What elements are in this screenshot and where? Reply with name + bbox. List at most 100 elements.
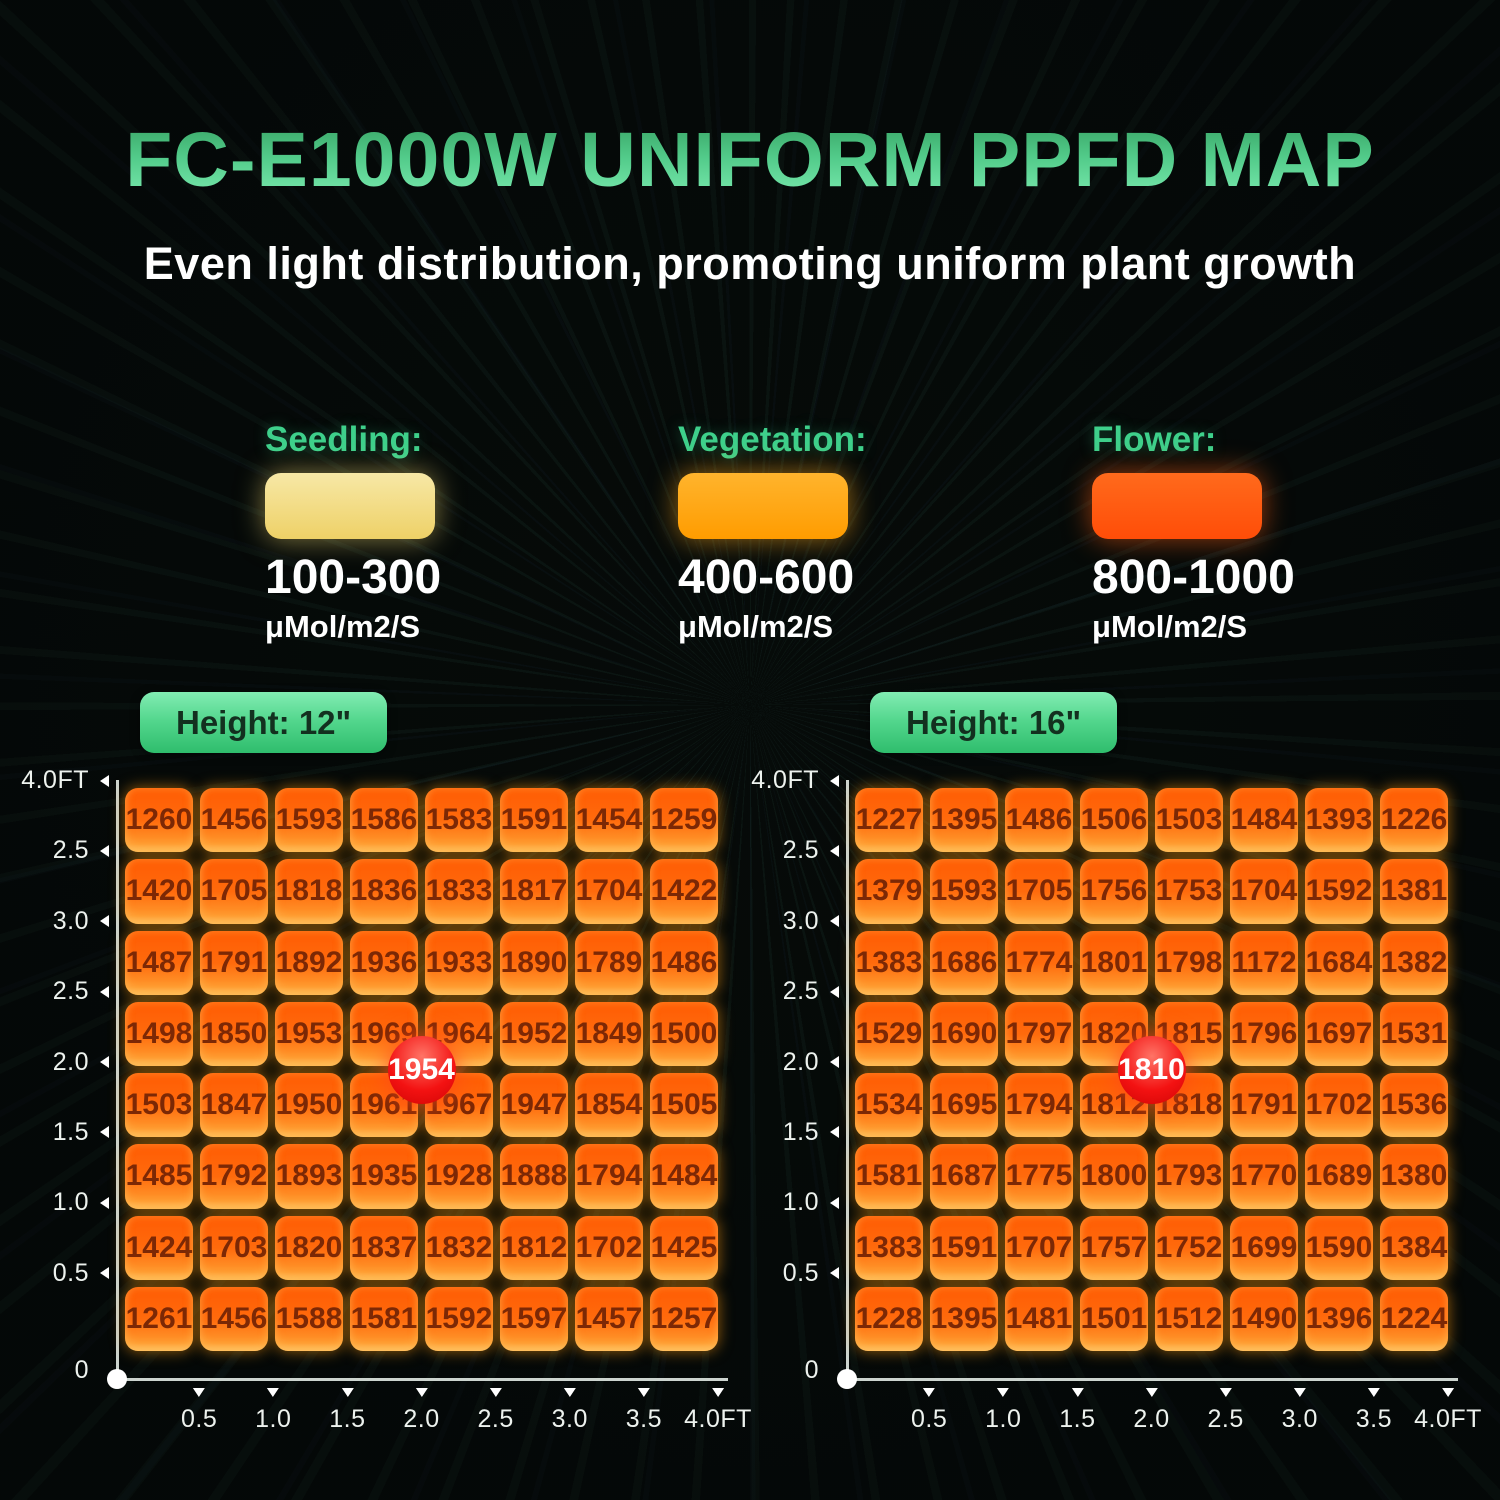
y-axis-label: 2.5 (52, 977, 89, 1006)
ppfd-cell: 1383 (855, 930, 923, 995)
ppfd-cell: 1581 (855, 1144, 923, 1209)
ppfd-cell: 1588 (275, 1286, 343, 1351)
ppfd-cell: 1422 (650, 859, 718, 924)
axis-tick-left-icon (100, 1056, 109, 1068)
ppfd-cell: 1849 (575, 1001, 643, 1066)
ppfd-cell: 1486 (1005, 788, 1073, 853)
ppfd-cell: 1506 (1080, 788, 1148, 853)
ppfd-cell: 1512 (1155, 1286, 1223, 1351)
y-axis-label: 2.0 (782, 1047, 819, 1076)
axis-tick-left-icon (100, 1126, 109, 1139)
ppfd-cell: 1581 (350, 1286, 418, 1351)
ppfd-cell: 1481 (1005, 1286, 1073, 1351)
x-axis-label: 1.5 (329, 1405, 366, 1433)
ppfd-cell: 1395 (930, 788, 998, 853)
ppfd-cell: 1586 (350, 788, 418, 853)
ppfd-cell: 1257 (650, 1286, 718, 1351)
y-axis-label: 2.0 (52, 1047, 89, 1076)
ppfd-cell: 1172 (1230, 930, 1298, 995)
vegetation-color-swatch (678, 473, 848, 539)
ppfd-cell: 1380 (1380, 1144, 1448, 1209)
ppfd-cell: 1818 (275, 859, 343, 924)
ppfd-cell: 1832 (425, 1215, 493, 1280)
y-axis-label: 3.0 (782, 906, 819, 935)
y-axis-label: 1.5 (782, 1117, 819, 1146)
legend-label: Seedling: (265, 420, 423, 459)
axis-tick-down-icon (997, 1388, 1010, 1397)
ppfd-cell: 1384 (1380, 1215, 1448, 1280)
ppfd-cell: 1952 (500, 1001, 568, 1066)
ppfd-cell: 1794 (575, 1144, 643, 1209)
axis-tick-down-icon (193, 1388, 206, 1397)
y-axis-label: 1.5 (52, 1117, 89, 1146)
x-axis-label: 3.0 (1281, 1405, 1318, 1433)
ppfd-cell: 1818 (1155, 1073, 1223, 1138)
axis-tick-left-icon (830, 774, 839, 787)
ppfd-cell: 1936 (350, 930, 418, 995)
axis-tick-down-icon (415, 1388, 428, 1397)
axis-tick-down-icon (489, 1388, 502, 1397)
ppfd-cell: 1424 (125, 1215, 193, 1280)
x-axis: 0.5 1.0 1.5 2.0 2.5 3.0 3.5 4.0FT (855, 1388, 1481, 1452)
ppfd-cell: 1457 (575, 1286, 643, 1351)
ppfd-cell: 1456 (200, 1286, 268, 1351)
ppfd-cell: 1812 (500, 1215, 568, 1280)
ppfd-cell: 1503 (125, 1073, 193, 1138)
y-axis-label: 0 (804, 1356, 819, 1384)
ppfd-cell: 1529 (855, 1001, 923, 1066)
legend-item-vegetation: Vegetation: 400-600 μMol/m2/S (678, 420, 867, 645)
legend-range: 400-600 (678, 551, 855, 604)
ppfd-chart-height-12in: Height: 12" 4.0FT 2.5 3.0 2.5 2.0 1.5 1.0 0.5 0 … (21, 692, 751, 1433)
ppfd-cell: 1379 (855, 859, 923, 924)
x-axis-label: 4.0FT (684, 1405, 752, 1433)
x-axis-line (116, 1378, 728, 1381)
axis-origin-dot-icon (837, 1369, 857, 1389)
y-axis-label: 1.0 (52, 1188, 89, 1217)
ppfd-cell: 1820 (275, 1215, 343, 1280)
ppfd-cell: 1485 (125, 1144, 193, 1209)
ppfd-cell: 1928 (425, 1144, 493, 1209)
ppfd-cell: 1774 (1005, 930, 1073, 995)
ppfd-cell: 1486 (650, 930, 718, 995)
seedling-color-swatch (265, 473, 435, 539)
legend-unit: μMol/m2/S (678, 609, 834, 644)
axis-tick-left-icon (100, 774, 109, 787)
ppfd-cell: 1393 (1305, 788, 1373, 853)
ppfd-cell: 1456 (200, 788, 268, 853)
ppfd-cell: 1383 (855, 1215, 923, 1280)
ppfd-cell: 1425 (650, 1215, 718, 1280)
x-axis-label: 0.5 (910, 1405, 948, 1433)
ppfd-cell: 1583 (425, 788, 493, 853)
ppfd-cell: 1395 (930, 1286, 998, 1351)
ppfd-cell: 1226 (1380, 788, 1448, 853)
axis-tick-left-icon (830, 1267, 839, 1280)
ppfd-chart-height-16in: Height: 16" 4.0FT 2.5 3.0 2.5 2.0 1.5 1.0 0.5 0 … (751, 692, 1481, 1433)
x-axis-label: 1.0 (985, 1405, 1022, 1433)
ppfd-cell: 1592 (425, 1286, 493, 1351)
axis-tick-down-icon (711, 1388, 724, 1397)
ppfd-cell: 1503 (1155, 788, 1223, 853)
ppfd-cell: 1820 (1080, 1001, 1148, 1066)
ppfd-cell: 1836 (350, 859, 418, 924)
x-axis-line (846, 1378, 1458, 1381)
ppfd-cell: 1792 (200, 1144, 268, 1209)
y-axis-label: 4.0FT (751, 766, 819, 794)
ppfd-cell: 1490 (1230, 1286, 1298, 1351)
ppfd-cell: 1695 (930, 1073, 998, 1138)
ppfd-cell: 1950 (275, 1073, 343, 1138)
ppfd-cell: 1789 (575, 930, 643, 995)
ppfd-cell: 1259 (650, 788, 718, 853)
ppfd-cell: 1888 (500, 1144, 568, 1209)
axis-tick-down-icon (563, 1388, 576, 1397)
ppfd-cell: 1798 (1155, 930, 1223, 995)
ppfd-cell: 1793 (1155, 1144, 1223, 1209)
ppfd-cell: 1753 (1155, 859, 1223, 924)
x-axis-label: 1.5 (1059, 1405, 1096, 1433)
x-axis-label: 4.0FT (1414, 1405, 1482, 1433)
axis-tick-down-icon (1145, 1388, 1158, 1397)
axis-tick-down-icon (1293, 1388, 1306, 1397)
x-axis-label: 2.0 (1133, 1405, 1170, 1433)
ppfd-cell: 1697 (1305, 1001, 1373, 1066)
x-axis-label: 3.0 (551, 1405, 588, 1433)
